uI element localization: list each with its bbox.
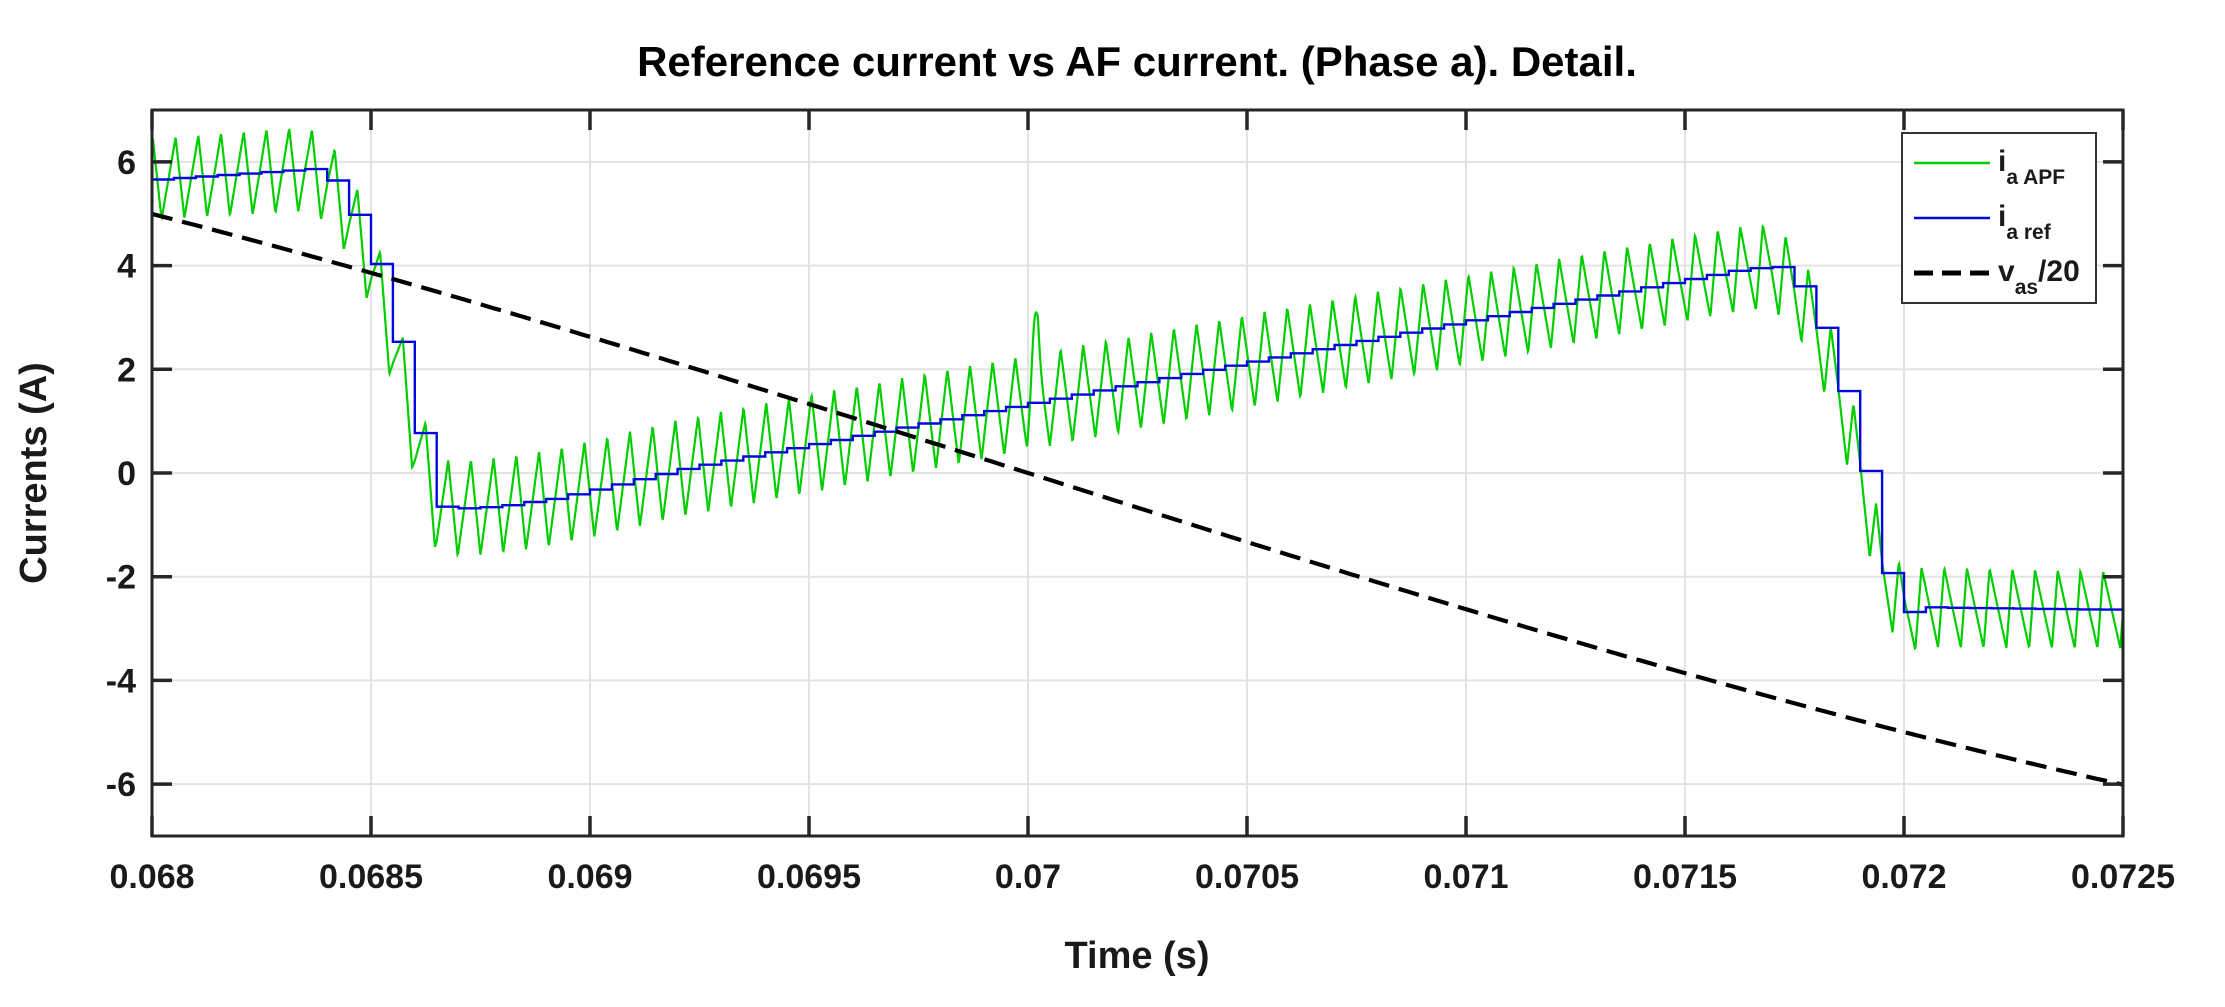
- legend-label: ia APF: [1998, 145, 2065, 189]
- chart-generated-content: 0.068 0.0685 0.069 0.0695 0.07 0.0705 0.071 0.0…: [106, 108, 2175, 896]
- y-tick-label: 6: [117, 144, 136, 182]
- x-tick-label: 0.07: [995, 858, 1061, 896]
- series-vas-over-20: [152, 211, 2123, 787]
- series-ia-apf: [152, 128, 2123, 651]
- y-tick-label: 2: [117, 351, 136, 389]
- x-tick-label: 0.069: [547, 858, 632, 896]
- y-tick-label: -6: [106, 766, 136, 804]
- y-axis-label: Currents (A): [13, 362, 55, 584]
- y-tick-label: 4: [117, 248, 136, 286]
- x-tick-label: 0.072: [1861, 858, 1946, 896]
- series-ia-ref: [152, 167, 2123, 614]
- y-tick-label: -2: [106, 559, 136, 597]
- y-tick-label: -4: [106, 662, 136, 700]
- x-axis-label: Time (s): [1064, 935, 1209, 977]
- x-tick-label: 0.0695: [757, 858, 861, 896]
- x-tick-label: 0.0715: [1633, 858, 1737, 896]
- x-tick-label: 0.071: [1423, 858, 1508, 896]
- legend-label: vas/20: [1998, 255, 2080, 299]
- x-tick-label: 0.068: [109, 858, 194, 896]
- x-tick-label: 0.0705: [1195, 858, 1299, 896]
- y-tick-label: 0: [117, 455, 136, 493]
- chart-title: Reference current vs AF current. (Phase …: [637, 38, 1637, 85]
- legend-label: ia ref: [1998, 200, 2052, 244]
- x-tick-label: 0.0725: [2071, 858, 2175, 896]
- x-tick-label: 0.0685: [319, 858, 423, 896]
